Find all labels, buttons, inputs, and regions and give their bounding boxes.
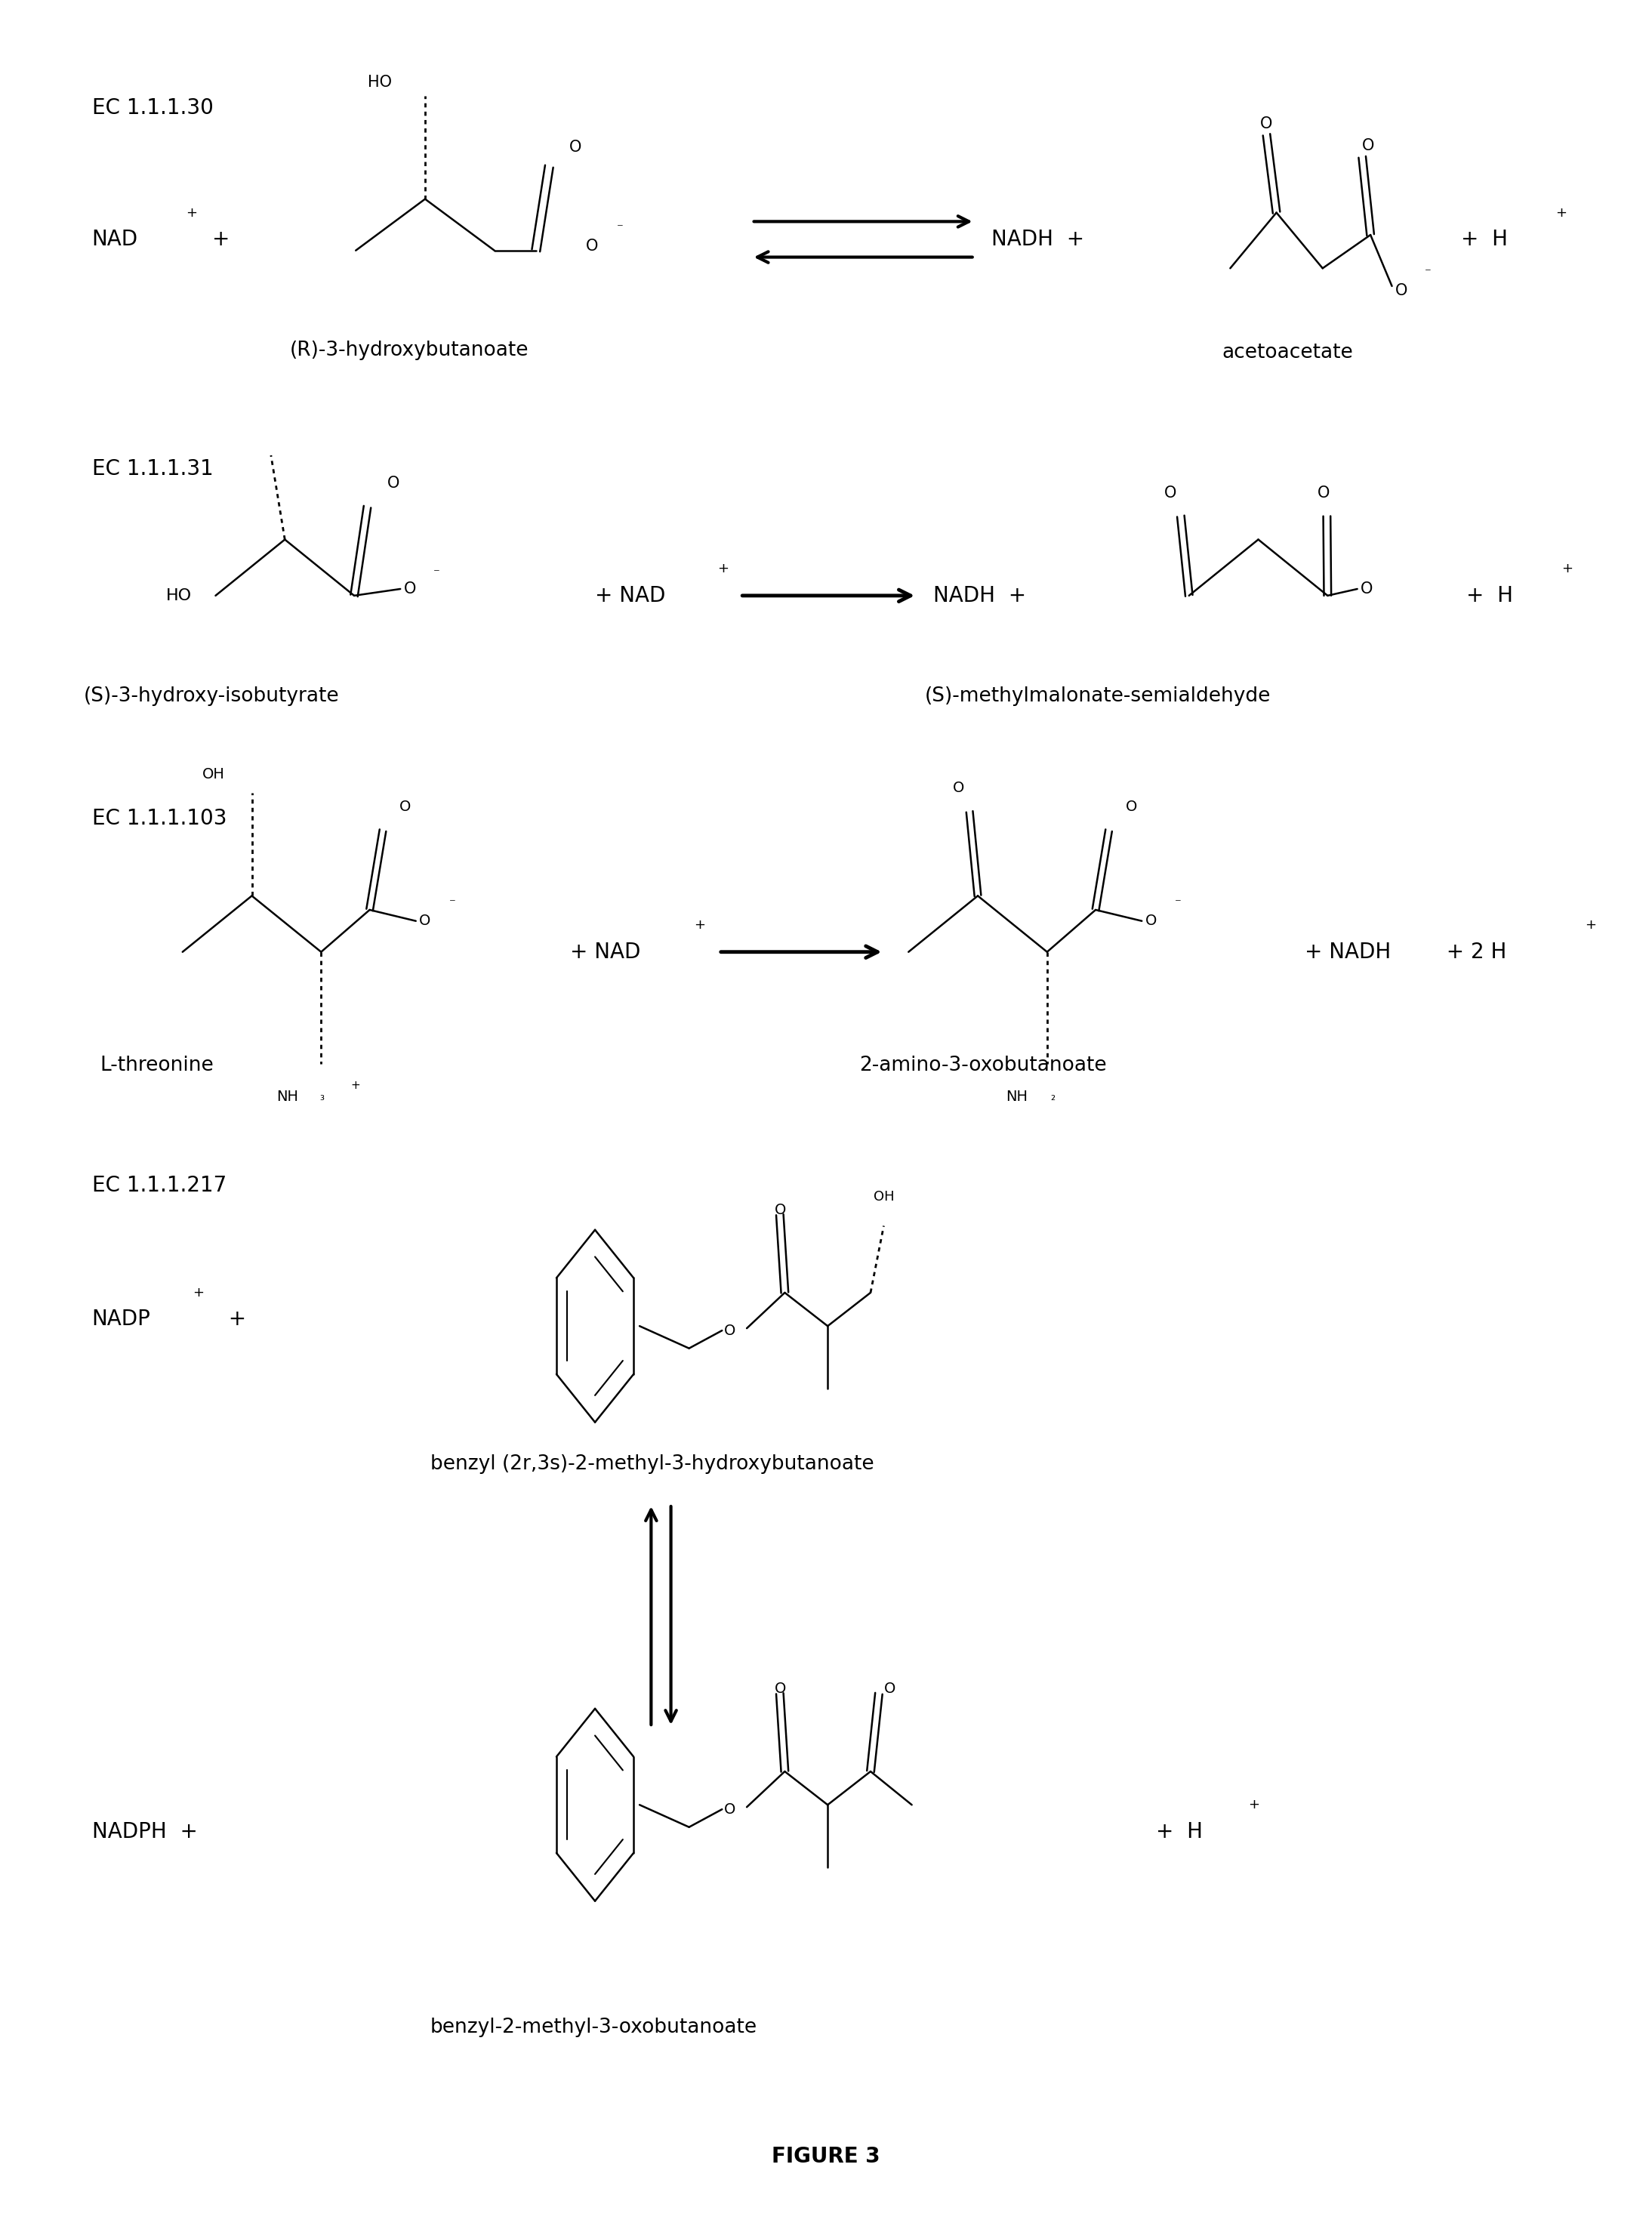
Text: O: O bbox=[400, 800, 411, 814]
Text: O: O bbox=[953, 780, 965, 796]
Text: +: + bbox=[694, 918, 705, 932]
Text: + NADH: + NADH bbox=[1305, 941, 1391, 963]
Text: +: + bbox=[211, 230, 230, 250]
Text: O: O bbox=[724, 1324, 735, 1337]
Text: +: + bbox=[185, 205, 197, 218]
Text: +  H: + H bbox=[1156, 1821, 1203, 1841]
Text: benzyl-2-methyl-3-oxobutanoate: benzyl-2-methyl-3-oxobutanoate bbox=[430, 2017, 757, 2037]
Text: OH: OH bbox=[874, 1190, 895, 1204]
Text: +: + bbox=[717, 562, 729, 575]
Text: +: + bbox=[215, 1308, 246, 1331]
Text: + NAD: + NAD bbox=[570, 941, 641, 963]
Text: NH: NH bbox=[276, 1090, 299, 1103]
Text: + NAD: + NAD bbox=[595, 584, 666, 606]
Text: EC 1.1.1.31: EC 1.1.1.31 bbox=[93, 459, 213, 479]
Text: O: O bbox=[387, 475, 400, 490]
Text: ⁻: ⁻ bbox=[1175, 896, 1181, 909]
Text: NADPH  +: NADPH + bbox=[93, 1821, 197, 1841]
Text: EC 1.1.1.103: EC 1.1.1.103 bbox=[93, 807, 226, 829]
Text: O: O bbox=[884, 1683, 895, 1696]
Text: HO: HO bbox=[367, 74, 392, 89]
Text: O: O bbox=[1145, 914, 1156, 927]
Text: O: O bbox=[1260, 116, 1272, 132]
Text: EC 1.1.1.217: EC 1.1.1.217 bbox=[93, 1175, 226, 1197]
Text: +: + bbox=[350, 1081, 360, 1092]
Text: acetoacetate: acetoacetate bbox=[1222, 343, 1353, 363]
Text: O: O bbox=[775, 1683, 786, 1696]
Text: O: O bbox=[1165, 486, 1176, 499]
Text: L-threonine: L-threonine bbox=[101, 1057, 213, 1074]
Text: ⁻: ⁻ bbox=[616, 221, 623, 234]
Text: (S)-methylmalonate-semialdehyde: (S)-methylmalonate-semialdehyde bbox=[925, 687, 1270, 707]
Text: O: O bbox=[1361, 582, 1373, 597]
Text: + 2 H: + 2 H bbox=[1434, 941, 1507, 963]
Text: +: + bbox=[192, 1286, 203, 1300]
Text: NADP: NADP bbox=[93, 1308, 150, 1331]
Text: ₃: ₃ bbox=[319, 1092, 324, 1103]
Text: O: O bbox=[403, 582, 416, 597]
Text: O: O bbox=[568, 140, 582, 156]
Text: O: O bbox=[1317, 486, 1330, 499]
Text: HO: HO bbox=[167, 588, 192, 604]
Text: +  H: + H bbox=[1462, 230, 1508, 250]
Text: O: O bbox=[1125, 800, 1137, 814]
Text: O: O bbox=[724, 1801, 735, 1817]
Text: NADH  +: NADH + bbox=[991, 230, 1084, 250]
Text: +  H: + H bbox=[1467, 584, 1513, 606]
Text: (R)-3-hydroxybutanoate: (R)-3-hydroxybutanoate bbox=[289, 341, 529, 361]
Text: +: + bbox=[1249, 1799, 1260, 1812]
Text: EC 1.1.1.30: EC 1.1.1.30 bbox=[93, 98, 213, 118]
Text: (S)-3-hydroxy-isobutyrate: (S)-3-hydroxy-isobutyrate bbox=[84, 687, 339, 707]
Text: O: O bbox=[1396, 283, 1408, 299]
Text: O: O bbox=[420, 914, 431, 927]
Text: +: + bbox=[1561, 562, 1573, 575]
Text: NAD: NAD bbox=[93, 230, 139, 250]
Text: ₂: ₂ bbox=[1051, 1092, 1056, 1103]
Text: ⁻: ⁻ bbox=[1426, 265, 1432, 279]
Text: O: O bbox=[775, 1204, 786, 1217]
Text: FIGURE 3: FIGURE 3 bbox=[771, 2147, 881, 2167]
Text: 2-amino-3-oxobutanoate: 2-amino-3-oxobutanoate bbox=[859, 1057, 1107, 1074]
Text: benzyl (2r,3s)-2-methyl-3-hydroxybutanoate: benzyl (2r,3s)-2-methyl-3-hydroxybutanoa… bbox=[430, 1453, 874, 1473]
Text: +: + bbox=[1584, 918, 1596, 932]
Text: OH: OH bbox=[202, 767, 225, 782]
Text: ⁻: ⁻ bbox=[433, 566, 439, 580]
Text: +: + bbox=[1555, 205, 1566, 218]
Text: ⁻: ⁻ bbox=[449, 896, 456, 909]
Text: O: O bbox=[1363, 138, 1374, 154]
Text: NH: NH bbox=[1006, 1090, 1028, 1103]
Text: O: O bbox=[585, 239, 598, 254]
Text: NADH  +: NADH + bbox=[933, 584, 1026, 606]
